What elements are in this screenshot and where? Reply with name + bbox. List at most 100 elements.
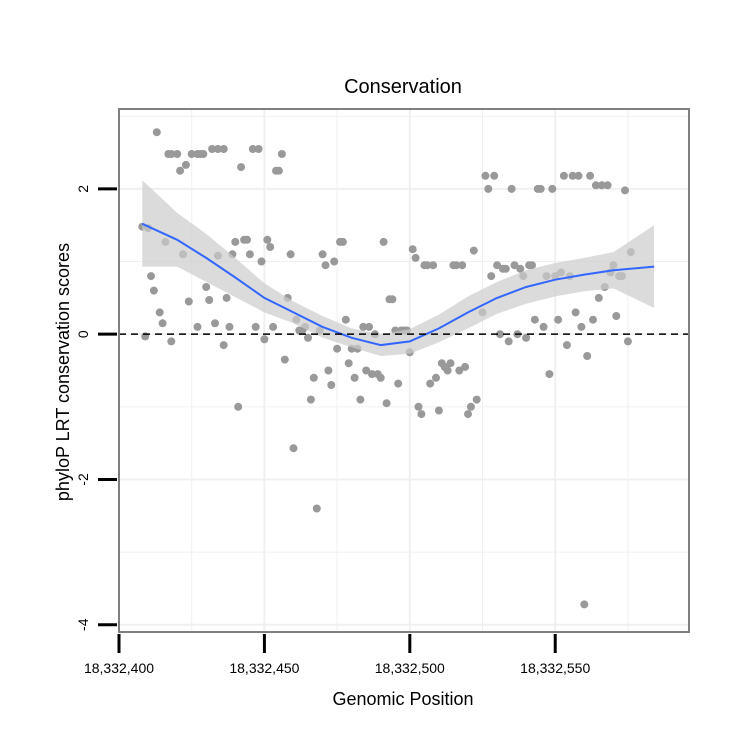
data-point: [219, 145, 228, 153]
data-point: [501, 264, 510, 273]
data-point: [382, 399, 391, 408]
data-point: [426, 379, 435, 388]
data-point: [452, 261, 461, 270]
data-point: [528, 261, 536, 270]
data-point: [237, 163, 246, 172]
data-point: [333, 344, 342, 353]
data-point: [181, 160, 190, 169]
plot-area: -4 -2 0 2 18,332,400 18,332,450 18,332,500 18,3…: [75, 108, 690, 676]
y-tick-label: -2: [75, 473, 91, 486]
data-point: [312, 504, 321, 513]
y-axis-label: phyloP LRT conservation scores: [53, 243, 73, 501]
data-point: [394, 379, 403, 388]
data-point: [446, 359, 455, 368]
data-point: [504, 337, 513, 346]
data-point: [496, 330, 504, 339]
data-point: [548, 184, 557, 193]
data-point: [304, 333, 312, 342]
data-point: [530, 315, 539, 324]
data-point: [545, 370, 554, 379]
data-point: [277, 150, 286, 158]
data-point: [469, 246, 478, 255]
data-point: [583, 352, 592, 360]
data-point: [350, 373, 359, 382]
smooth-line: [141, 222, 655, 347]
data-point: [434, 406, 443, 415]
data-point: [472, 395, 481, 404]
y-tick-label: 0: [75, 330, 91, 338]
data-point: [368, 370, 376, 379]
data-point: [149, 286, 158, 295]
data-point: [432, 373, 440, 382]
x-tick-label: 18,332,400: [84, 660, 154, 676]
chart-title: Conservation: [344, 76, 462, 98]
data-point: [623, 337, 632, 346]
data-point: [254, 145, 263, 153]
data-point: [173, 150, 182, 158]
data-point: [187, 150, 196, 158]
data-point: [356, 395, 365, 404]
data-point: [464, 410, 472, 419]
data-point: [417, 410, 426, 419]
data-point: [562, 341, 571, 350]
data-point: [266, 243, 275, 251]
data-point: [589, 315, 597, 324]
data-point: [269, 322, 278, 331]
data-point: [344, 359, 353, 368]
data-point: [324, 366, 333, 375]
data-point: [411, 253, 420, 262]
data-point: [286, 250, 295, 259]
data-point: [327, 381, 336, 389]
data-point: [461, 362, 470, 371]
data-point: [167, 337, 176, 346]
data-point: [388, 295, 397, 304]
data-point: [539, 322, 548, 331]
data-point: [493, 261, 502, 270]
data-point: [580, 600, 589, 609]
data-point: [306, 395, 315, 404]
data-point: [341, 315, 350, 324]
data-point: [554, 315, 563, 324]
data-point: [318, 250, 327, 259]
data-point: [458, 261, 467, 270]
data-point: [507, 184, 516, 193]
data-point: [152, 128, 161, 137]
data-point: [487, 272, 496, 281]
data-point: [603, 181, 612, 190]
data-point: [571, 308, 580, 317]
data-point: [586, 171, 595, 180]
data-point: [147, 272, 155, 281]
data-point: [251, 322, 260, 331]
plot-panel: [119, 109, 689, 632]
data-point: [263, 235, 272, 244]
data-point: [330, 257, 339, 266]
y-tick-label: 2: [75, 185, 91, 193]
plot-panel-border: [118, 108, 690, 633]
data-point: [274, 166, 283, 175]
data-point: [243, 235, 251, 244]
data-point: [245, 250, 254, 259]
data-point: [202, 283, 211, 291]
data-point: [597, 181, 606, 190]
data-point: [574, 171, 583, 180]
data-point: [466, 402, 475, 411]
data-point: [338, 237, 347, 246]
x-tick-label: 18,332,550: [520, 660, 590, 676]
x-tick-label: 18,332,450: [229, 660, 299, 676]
data-point: [309, 373, 318, 382]
data-point: [559, 171, 568, 180]
data-point: [208, 145, 217, 153]
data-point: [510, 261, 519, 270]
data-point: [455, 366, 464, 375]
data-point: [321, 261, 330, 270]
data-point: [568, 171, 577, 180]
data-point: [193, 322, 202, 331]
data-point: [158, 319, 167, 328]
data-point: [490, 171, 499, 180]
data-point: [257, 257, 266, 266]
data-point: [176, 166, 185, 175]
x-tick-label: 18,332,500: [375, 660, 445, 676]
data-point: [167, 150, 176, 158]
data-point: [408, 245, 417, 254]
